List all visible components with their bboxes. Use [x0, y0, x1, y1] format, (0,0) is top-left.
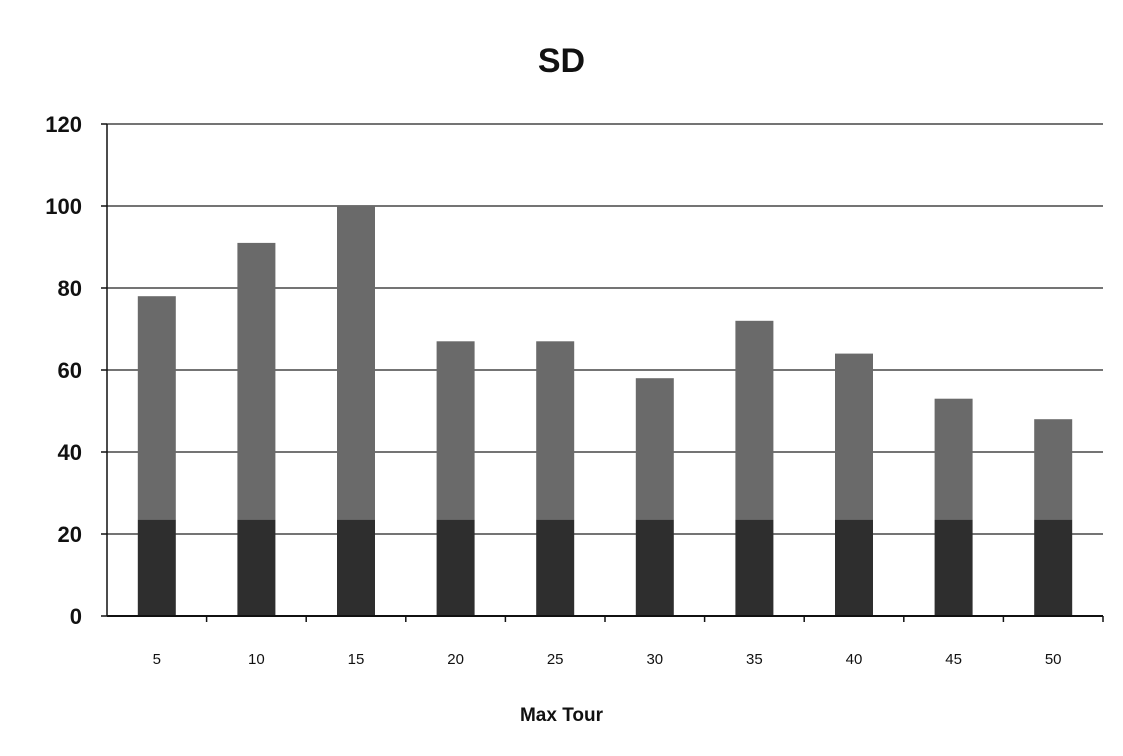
bar-base-30: [635, 519, 674, 616]
y-tick-label: 120: [45, 112, 82, 137]
bar-40: [835, 353, 873, 520]
x-tick-label: 35: [746, 651, 763, 668]
bar-30: [635, 378, 674, 520]
chart-title: SD: [537, 42, 586, 80]
x-tick-label: 25: [547, 651, 564, 668]
bar-base-35: [735, 519, 774, 616]
bar-50: [1034, 419, 1073, 520]
x-tick-label: 15: [348, 651, 365, 668]
bar-base-25: [536, 519, 575, 616]
bar-10: [237, 242, 276, 520]
bar-15: [337, 206, 375, 520]
bar-45: [934, 398, 973, 520]
y-tick-label: 100: [45, 194, 82, 219]
x-axis-title: Max Tour: [519, 705, 604, 726]
axes: 0 20 40 60 80 100 120 5 10 15 20 25 30 35 40 45 50: [45, 112, 1104, 668]
bar-25: [536, 341, 575, 520]
bar-base-10: [237, 519, 276, 616]
x-tick-label: 20: [447, 651, 464, 668]
y-tick-label: 0: [70, 604, 82, 629]
bar-base-5: [137, 519, 176, 616]
bars: [137, 206, 1073, 616]
y-tick-label: 80: [58, 276, 82, 301]
x-tick-label: 10: [248, 651, 265, 668]
bar-35: [735, 320, 774, 520]
x-tick-label: 30: [646, 651, 663, 668]
bar-base-20: [436, 519, 475, 616]
bar-20: [436, 341, 475, 520]
bar-base-50: [1034, 519, 1073, 616]
x-tick-label: 50: [1045, 651, 1062, 668]
bar-5: [137, 296, 176, 520]
bar-base-15: [337, 519, 375, 616]
y-tick-label: 40: [58, 440, 82, 465]
bar-base-40: [835, 519, 873, 616]
bar-base-45: [934, 519, 973, 616]
y-tick-label: 60: [58, 358, 82, 383]
y-tick-label: 20: [58, 522, 82, 547]
x-tick-label: 40: [846, 651, 863, 668]
x-tick-label: 5: [153, 651, 161, 668]
x-tick-label: 45: [945, 651, 962, 668]
